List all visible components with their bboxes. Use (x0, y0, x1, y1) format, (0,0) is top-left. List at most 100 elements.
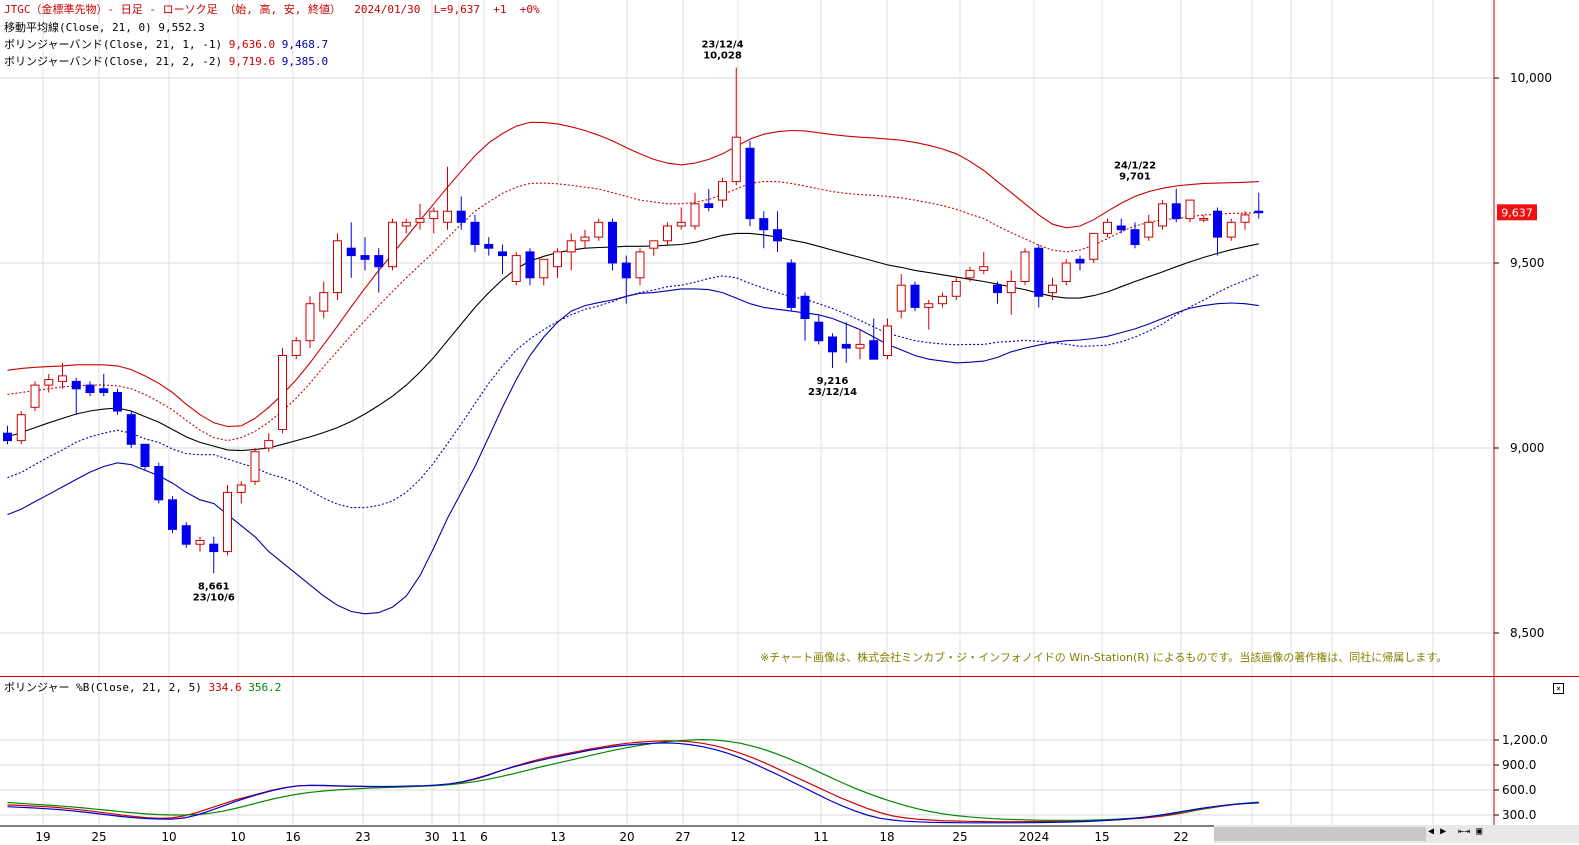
close-icon[interactable]: × (1553, 683, 1564, 694)
candle-body (759, 218, 769, 231)
sub-y-tick-label: 1,200.0 (1502, 733, 1548, 747)
series-line-2 (7, 273, 1260, 509)
candle-body (1061, 262, 1071, 282)
x-tick-label: 6 (480, 830, 488, 844)
candle-body (456, 210, 466, 223)
bb2-label: ボリンジャーバンド(Close, 21, 2, -2) (4, 55, 223, 68)
candle-body (690, 203, 700, 227)
sub-value2: 356.2 (248, 681, 282, 694)
candle-body (113, 392, 122, 412)
candle-body (154, 466, 164, 501)
candle-body (484, 244, 494, 249)
candle-body (1185, 199, 1195, 220)
candle-body (704, 203, 714, 209)
candle-body (58, 375, 67, 382)
candle-body (278, 355, 287, 430)
ma-legend: 移動平均線(Close, 21, 0) 9,552.3 (4, 20, 205, 36)
candle-body (924, 303, 934, 308)
annotation-line1: 24/1/22 (1114, 161, 1156, 172)
candle-body (236, 484, 246, 493)
fit-icon[interactable]: ▣ (1476, 826, 1483, 837)
candle-body (168, 499, 177, 530)
candle-body (745, 147, 755, 220)
candle-body (470, 221, 480, 246)
percent-b-lines (7, 738, 1259, 824)
candle-body (195, 540, 205, 545)
candle-body (814, 321, 824, 342)
scroll-left-icon[interactable]: ◀ (1428, 826, 1435, 837)
x-tick-label: 10 (230, 830, 245, 844)
candle-body (773, 229, 782, 242)
zoom-out-icon[interactable]: ⇥ (1464, 826, 1471, 837)
candle-body (910, 284, 920, 308)
candle-body (511, 255, 521, 283)
candle-body (1213, 210, 1222, 238)
candle-body (264, 440, 274, 449)
candle-body (855, 343, 865, 349)
sub-y-tick-label: 900.0 (1502, 758, 1536, 772)
annotation-line2: 23/10/6 (193, 592, 235, 603)
candle-body (594, 221, 604, 238)
candle-body (828, 336, 837, 353)
candle-body (305, 303, 315, 342)
last-price-tag: 9,637 (1497, 204, 1537, 221)
bb1-legend: ボリンジャーバンド(Close, 21, 1, -1) 9,636.0 9,46… (4, 37, 328, 53)
candle-body (635, 251, 645, 279)
annotation-line1: 23/12/4 (701, 40, 743, 51)
candle-body (1006, 281, 1016, 294)
x-tick-label: 2024 (1019, 830, 1050, 844)
zoom-in-icon[interactable]: ⇤ (1458, 826, 1465, 837)
bb2-lower: 9,385.0 (281, 55, 329, 68)
candle-body (731, 136, 741, 183)
annotation-line2: 9,701 (1119, 172, 1151, 183)
candle-body (498, 251, 507, 257)
candle-body (718, 181, 727, 201)
series-line-1 (7, 181, 1259, 442)
candle-body (360, 255, 370, 260)
candle-body (1089, 232, 1099, 260)
y-tick-label: 8,500 (1510, 626, 1544, 640)
pctb-line-0 (7, 740, 1259, 823)
candle-body (539, 258, 549, 279)
sub-y-axis: 300.0 600.0 900.0 1,200.0 (1494, 733, 1548, 822)
candle-body (1130, 229, 1140, 245)
zoom-controls[interactable]: ◀ ▶ ⇤⇥ ▣ (1428, 826, 1482, 837)
x-tick-label: 19 (35, 830, 50, 844)
candle-body (374, 255, 384, 268)
candle-body (319, 292, 329, 312)
x-tick-label: 18 (879, 830, 894, 844)
x-tick-label: 20 (619, 830, 634, 844)
ma-value: 9,552.3 (158, 21, 205, 34)
candle-body (896, 284, 906, 312)
sub-label: ボリンジャー %B(Close, 21, 2, 5) (4, 681, 202, 694)
series-line-3 (7, 121, 1259, 428)
candle-body (553, 251, 562, 268)
candle-body (44, 379, 54, 386)
x-tick-label: 23 (355, 830, 370, 844)
candle-body (663, 225, 672, 242)
x-tick-label: 11 (451, 830, 466, 844)
sub-y-tick-label: 300.0 (1502, 808, 1536, 822)
scrollbar-thumb[interactable] (1214, 827, 1426, 841)
price-tag-label: 9,637 (1501, 206, 1533, 219)
candle-body (676, 221, 686, 227)
pctb-line-1 (7, 738, 1259, 821)
candle-body (71, 380, 81, 390)
horizontal-scrollbar[interactable] (1214, 825, 1579, 843)
pctb-line-2 (7, 742, 1259, 824)
bb1-lower: 9,468.7 (281, 38, 329, 51)
candle-body (566, 240, 576, 253)
series-line-0 (7, 232, 1259, 452)
y-tick-label: 10,000 (1510, 71, 1552, 85)
scroll-right-icon[interactable]: ▶ (1440, 826, 1447, 837)
candle-body (1226, 221, 1236, 238)
candle-body (979, 266, 989, 271)
y-tick-label: 9,000 (1510, 441, 1544, 455)
candle-body (993, 284, 1002, 294)
candle-body (333, 240, 342, 294)
candle-body (951, 281, 961, 297)
x-tick-label: 16 (285, 830, 300, 844)
bb1-upper: 9,636.0 (228, 38, 276, 51)
candle-body (1116, 225, 1126, 231)
